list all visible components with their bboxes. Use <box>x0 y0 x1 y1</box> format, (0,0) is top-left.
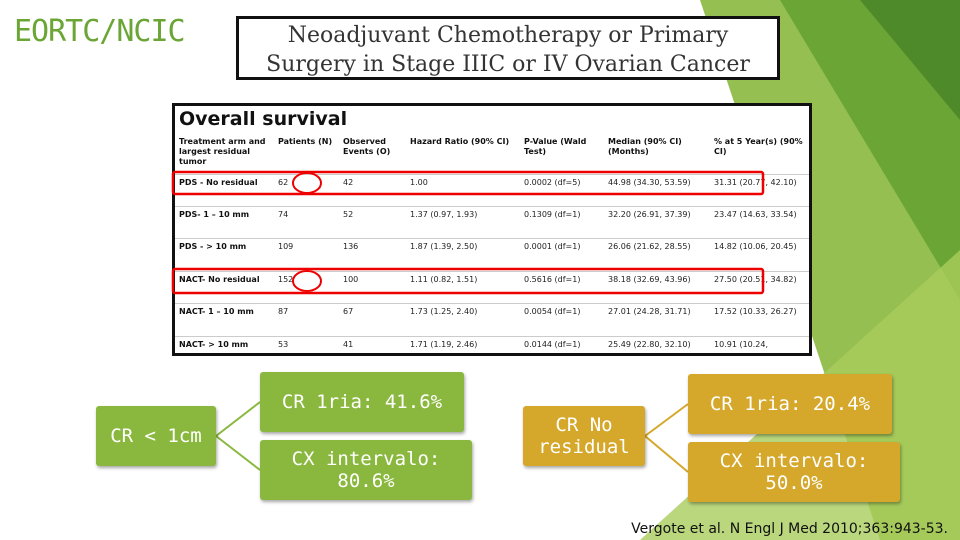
table-cell: NACT- No residual <box>179 275 260 284</box>
table-cell: 1.11 (0.82, 1.51) <box>410 275 478 284</box>
table-cell: 67 <box>343 307 354 316</box>
table-cell: 26.06 (21.62, 28.55) <box>608 242 691 251</box>
table-cell: 32.20 (26.91, 37.39) <box>608 210 691 219</box>
banner-line: Surgery in Stage IIIC or IV Ovarian Canc… <box>266 52 750 77</box>
table-cell: 0.1309 (df=1) <box>524 210 581 219</box>
table-cell: 0.0054 (df=1) <box>524 307 581 316</box>
survival-table: Overall survival Treatment arm and large… <box>172 103 812 356</box>
column-header: Median (90% CI) (Months) <box>608 137 682 156</box>
group-box: CR No residual <box>523 406 645 466</box>
table-cell: 27.50 (20.51, 34.82) <box>714 275 797 284</box>
group-box: CR < 1cm <box>96 406 216 466</box>
table-cell: 1.00 <box>410 178 428 187</box>
row-divider <box>175 174 809 175</box>
table-cell: 27.01 (24.28, 31.71) <box>608 307 691 316</box>
table-cell: 0.5616 (df=1) <box>524 275 581 284</box>
table-cell: 1.73 (1.25, 2.40) <box>410 307 478 316</box>
table-cell: 1.87 (1.39, 2.50) <box>410 242 478 251</box>
column-header: Observed Events (O) <box>343 137 391 156</box>
table-cell: 136 <box>343 242 359 251</box>
stat-box: CX intervalo: 50.0% <box>688 442 900 502</box>
table-cell: 1.37 (0.97, 1.93) <box>410 210 478 219</box>
table-cell: 14.82 (10.06, 20.45) <box>714 242 797 251</box>
table-cell: 31.31 (20.77, 42.10) <box>714 178 797 187</box>
table-cell: 74 <box>278 210 289 219</box>
stat-box: CR 1ria: 41.6% <box>260 372 464 432</box>
table-title: Overall survival <box>179 108 348 130</box>
row-divider <box>175 303 809 304</box>
table-cell: PDS- 1 – 10 mm <box>179 210 250 219</box>
table-cell: 152 <box>278 275 294 284</box>
column-header: Patients (N) <box>278 137 333 146</box>
table-cell: 0.0144 (df=1) <box>524 340 581 349</box>
table-cell: 0.0002 (df=5) <box>524 178 581 187</box>
table-cell: 62 <box>278 178 289 187</box>
table-cell: 25.49 (22.80, 32.10) <box>608 340 691 349</box>
table-cell: 52 <box>343 210 354 219</box>
table-cell: 44.98 (34.30, 53.59) <box>608 178 691 187</box>
table-cell: 10.91 (10.24, <box>714 340 769 349</box>
table-cell: 53 <box>278 340 289 349</box>
table-cell: 87 <box>278 307 289 316</box>
table-cell: PDS - > 10 mm <box>179 242 247 251</box>
slide-title: EORTC/NCIC <box>14 14 186 49</box>
row-divider <box>175 238 809 239</box>
column-header: % at 5 Year(s) (90% CI) <box>714 137 803 156</box>
row-divider <box>175 206 809 207</box>
column-header: P-Value (Wald Test) <box>524 137 587 156</box>
column-header: Hazard Ratio (90% CI) <box>410 137 510 146</box>
table-cell: 100 <box>343 275 359 284</box>
banner-line: Neoadjuvant Chemotherapy or Primary <box>287 23 729 48</box>
table-cell: PDS - No residual <box>179 178 258 187</box>
table-cell: NACT- 1 – 10 mm <box>179 307 254 316</box>
table-cell: 38.18 (32.69, 43.96) <box>608 275 691 284</box>
stat-box: CX intervalo: 80.6% <box>260 440 472 500</box>
table-cell: 0.0001 (df=1) <box>524 242 581 251</box>
banner: Neoadjuvant Chemotherapy or Primary Surg… <box>236 16 780 80</box>
table-cell: 17.52 (10.33, 26.27) <box>714 307 797 316</box>
table-cell: 41 <box>343 340 354 349</box>
column-header: Treatment arm and largest residual tumor <box>179 137 266 166</box>
table-cell: 42 <box>343 178 354 187</box>
stat-box: CR 1ria: 20.4% <box>688 374 892 434</box>
row-divider <box>175 336 809 337</box>
table-cell: 109 <box>278 242 294 251</box>
table-cell: 23.47 (14.63, 33.54) <box>714 210 797 219</box>
table-cell: 1.71 (1.19, 2.46) <box>410 340 478 349</box>
row-divider <box>175 271 809 272</box>
citation: Vergote et al. N Engl J Med 2010;363:943… <box>631 521 948 537</box>
table-cell: NACT- > 10 mm <box>179 340 249 349</box>
